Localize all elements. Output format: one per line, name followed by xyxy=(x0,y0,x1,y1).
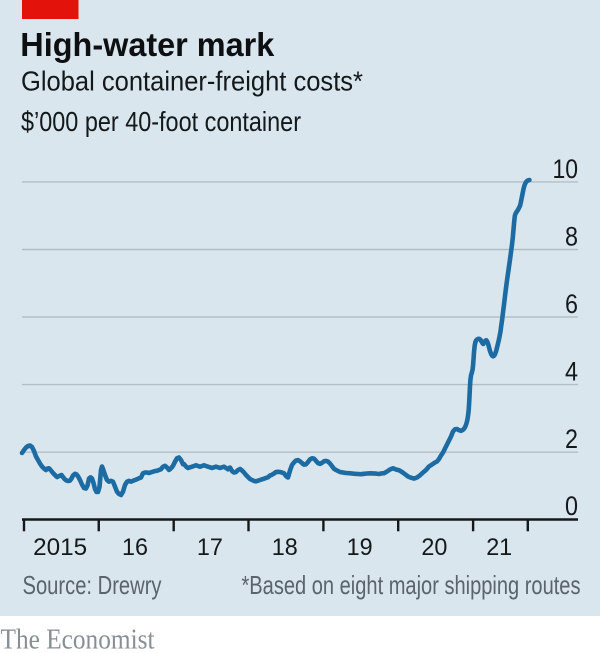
svg-text:2015: 2015 xyxy=(33,534,87,561)
svg-text:19: 19 xyxy=(347,534,373,561)
svg-text:21: 21 xyxy=(486,534,512,561)
svg-text:High-water mark: High-water mark xyxy=(20,26,275,63)
svg-text:10: 10 xyxy=(553,154,579,184)
svg-text:Global container-freight costs: Global container-freight costs* xyxy=(21,66,363,97)
svg-text:8: 8 xyxy=(565,222,578,252)
svg-text:4: 4 xyxy=(565,357,578,387)
svg-text:20: 20 xyxy=(421,534,447,561)
svg-text:16: 16 xyxy=(122,534,148,561)
svg-text:2: 2 xyxy=(565,424,578,454)
svg-text:*Based on eight major shipping: *Based on eight major shipping routes xyxy=(242,570,581,600)
svg-text:0: 0 xyxy=(565,491,578,521)
svg-text:Source: Drewry: Source: Drewry xyxy=(23,570,162,600)
svg-text:17: 17 xyxy=(197,534,223,561)
svg-text:The Economist: The Economist xyxy=(1,624,155,653)
svg-text:18: 18 xyxy=(272,534,298,561)
svg-text:$’000 per 40-foot container: $’000 per 40-foot container xyxy=(21,106,301,137)
svg-text:6: 6 xyxy=(565,289,578,319)
